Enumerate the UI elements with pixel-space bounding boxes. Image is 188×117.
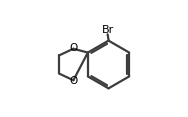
Text: Br: Br: [102, 25, 114, 35]
Text: O: O: [70, 43, 78, 53]
Text: O: O: [70, 76, 78, 86]
